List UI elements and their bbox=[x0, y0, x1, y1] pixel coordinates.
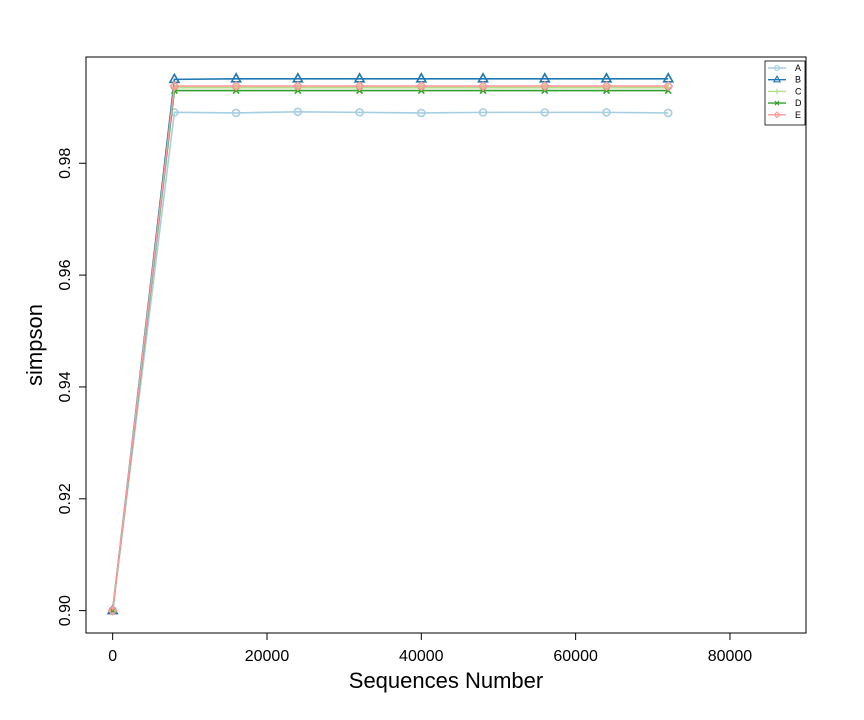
legend-label: C bbox=[795, 86, 802, 96]
y-tick-label: 0.96 bbox=[57, 259, 74, 290]
x-tick-label: 0 bbox=[108, 648, 117, 665]
y-axis-title: simpson bbox=[22, 304, 47, 386]
legend-label: A bbox=[795, 63, 801, 73]
marker bbox=[538, 72, 551, 83]
legend-marker bbox=[774, 88, 780, 95]
series-line bbox=[111, 89, 669, 611]
x-axis-title: Sequences Number bbox=[349, 668, 543, 693]
marker bbox=[662, 72, 675, 83]
legend-marker bbox=[774, 100, 780, 106]
marker bbox=[600, 72, 613, 83]
marker bbox=[353, 72, 366, 83]
series-line bbox=[111, 85, 669, 611]
series-line bbox=[111, 86, 669, 611]
marker bbox=[231, 108, 241, 118]
marker bbox=[539, 80, 550, 92]
y-tick-label: 0.92 bbox=[57, 483, 74, 514]
marker bbox=[355, 108, 364, 117]
series-line bbox=[111, 111, 669, 611]
legend-label: E bbox=[795, 110, 801, 120]
marker bbox=[477, 72, 489, 83]
marker bbox=[663, 80, 674, 92]
x-tick-label: 80000 bbox=[708, 648, 753, 665]
marker bbox=[230, 72, 242, 83]
marker bbox=[354, 80, 365, 92]
legend-marker bbox=[773, 111, 781, 119]
marker bbox=[291, 72, 304, 83]
y-tick-label: 0.98 bbox=[57, 148, 74, 179]
y-tick-label: 0.94 bbox=[57, 371, 74, 402]
marker bbox=[415, 72, 428, 83]
legend-marker bbox=[773, 64, 781, 72]
marker bbox=[292, 80, 303, 92]
legend-label: D bbox=[795, 98, 802, 108]
y-tick-label: 0.90 bbox=[57, 595, 74, 626]
marker bbox=[416, 80, 427, 92]
marker bbox=[602, 108, 611, 117]
marker bbox=[477, 80, 489, 92]
marker bbox=[540, 108, 550, 117]
marker bbox=[417, 108, 426, 118]
legend-marker bbox=[772, 75, 782, 83]
x-tick-label: 20000 bbox=[245, 648, 290, 665]
series-line bbox=[111, 78, 669, 611]
marker bbox=[478, 108, 488, 117]
marker bbox=[169, 80, 180, 92]
marker bbox=[293, 107, 303, 117]
x-tick-label: 40000 bbox=[399, 648, 444, 665]
marker bbox=[663, 108, 673, 118]
marker bbox=[230, 80, 242, 92]
marker bbox=[107, 605, 118, 616]
marker bbox=[601, 80, 612, 92]
x-tick-label: 60000 bbox=[553, 648, 598, 665]
plot-frame bbox=[85, 56, 807, 634]
legend-label: B bbox=[795, 75, 801, 85]
